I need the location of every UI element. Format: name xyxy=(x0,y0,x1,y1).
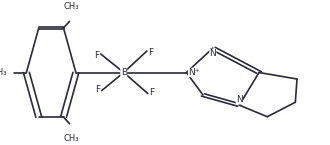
Text: F: F xyxy=(149,88,155,97)
Text: CH₃: CH₃ xyxy=(63,134,79,143)
Text: N⁺: N⁺ xyxy=(188,68,200,77)
Text: N: N xyxy=(236,95,243,104)
Text: B: B xyxy=(121,68,127,77)
Text: CH₃: CH₃ xyxy=(63,2,79,11)
Text: N: N xyxy=(210,49,216,58)
Text: F: F xyxy=(148,48,154,57)
Text: CH₃: CH₃ xyxy=(0,68,7,77)
Text: F: F xyxy=(94,51,99,60)
Text: F: F xyxy=(95,85,100,94)
